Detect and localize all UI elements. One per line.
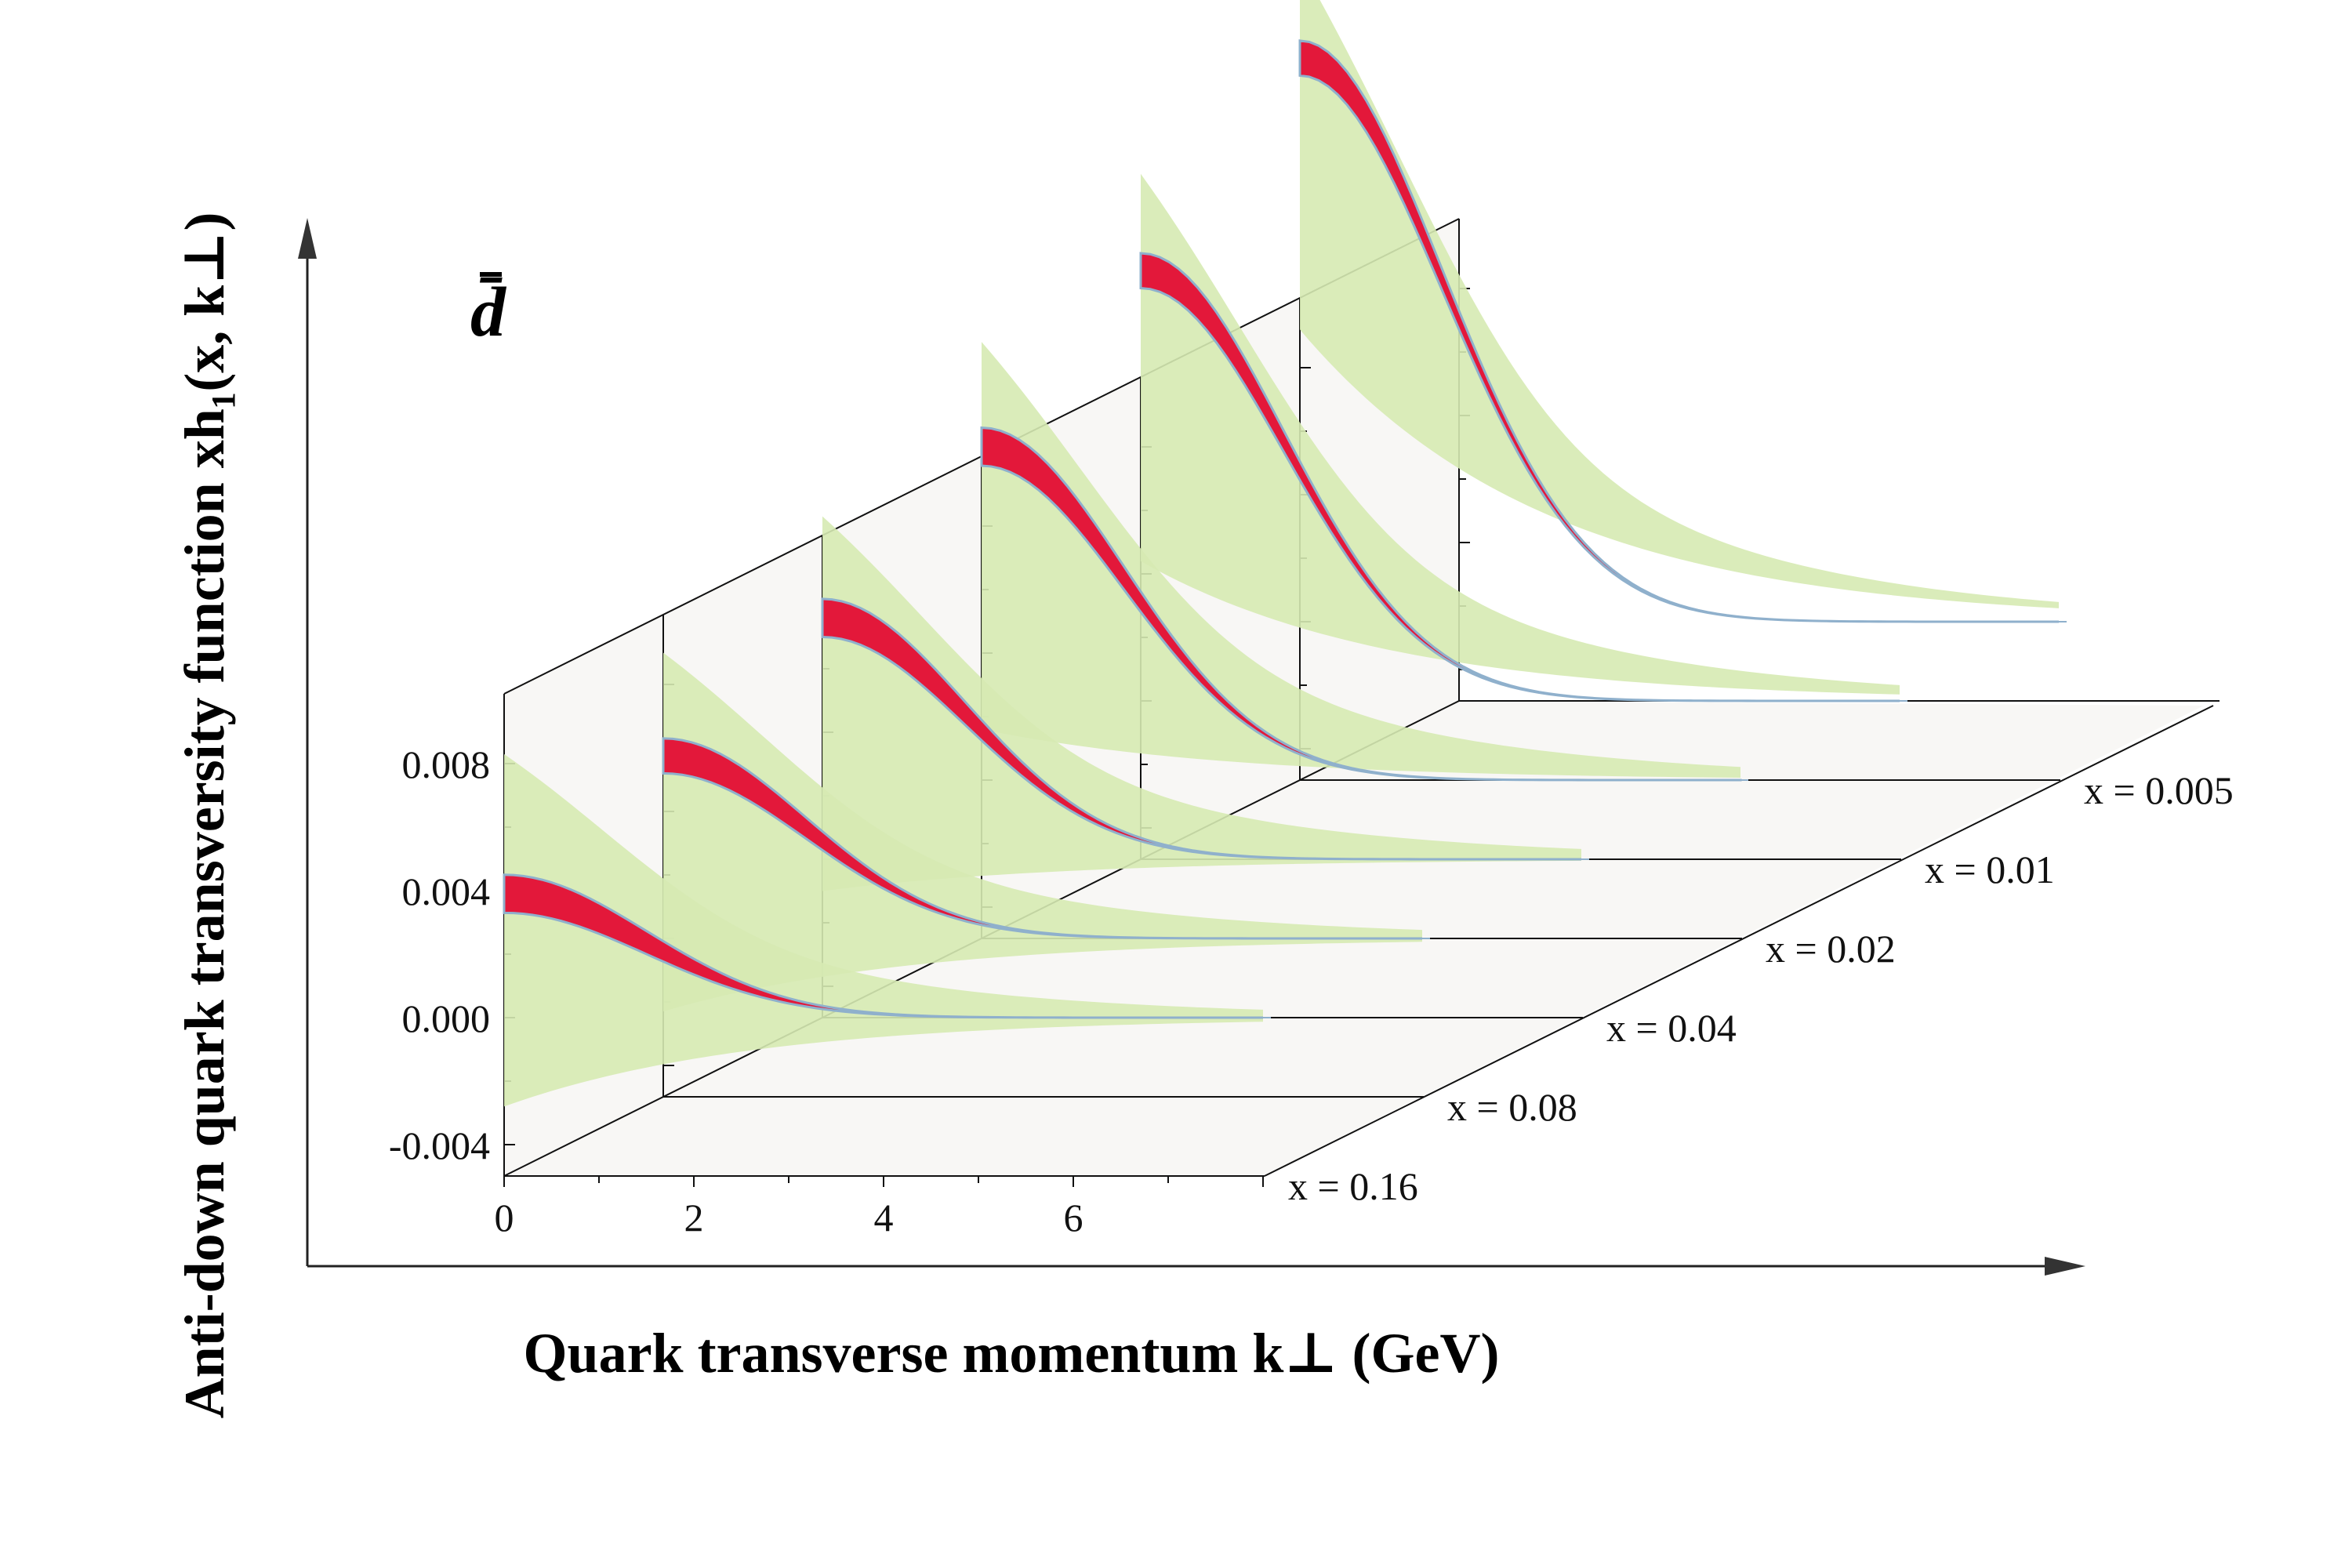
central-band	[1139, 252, 1900, 702]
outer-band	[1141, 173, 1900, 695]
x-tick-label: 6	[1064, 1196, 1083, 1240]
series-label: d̄	[470, 272, 507, 351]
central-band	[1298, 39, 2060, 623]
central-band	[503, 873, 1263, 1019]
y-axis-title: Anti-down quark transversity function xh…	[173, 212, 236, 1419]
y-tick-label: 0.000	[402, 996, 491, 1040]
outer-band	[1300, 0, 2059, 608]
slice-label: x = 0.01	[1925, 848, 2055, 891]
slice-label: x = 0.005	[2084, 768, 2234, 812]
x-tick-label: 0	[495, 1196, 514, 1240]
central-band	[662, 737, 1423, 940]
y-tick-label: 0.004	[402, 869, 491, 913]
ticks-layer: x = 0.005 x = 0.01 x = 0.02 x = 0.04 x = 0.0…	[389, 742, 2234, 1240]
series-label-text: d̄	[470, 274, 507, 351]
x-axis-arrowhead	[2045, 1257, 2085, 1276]
x-tick-label: 2	[684, 1196, 704, 1240]
bands-layer	[503, 0, 2067, 1107]
x-tick-label: 4	[874, 1196, 894, 1240]
slice-label: x = 0.08	[1447, 1085, 1577, 1129]
x-axis-title: Quark transverse momentum k⊥ (GeV)	[524, 1322, 1500, 1385]
y-tick-label: -0.004	[389, 1123, 490, 1167]
slice-label: x = 0.02	[1766, 927, 1896, 971]
y-axis-arrowhead	[298, 218, 317, 259]
slice-label: x = 0.04	[1606, 1006, 1737, 1050]
y-tick-label: 0.008	[402, 742, 491, 786]
outer-band	[982, 342, 1740, 779]
central-band	[821, 597, 1582, 861]
depth-line-right	[1264, 705, 2214, 1177]
slice-label: x = 0.16	[1288, 1164, 1418, 1208]
outer-band	[663, 652, 1422, 1012]
outer-band	[822, 516, 1581, 891]
